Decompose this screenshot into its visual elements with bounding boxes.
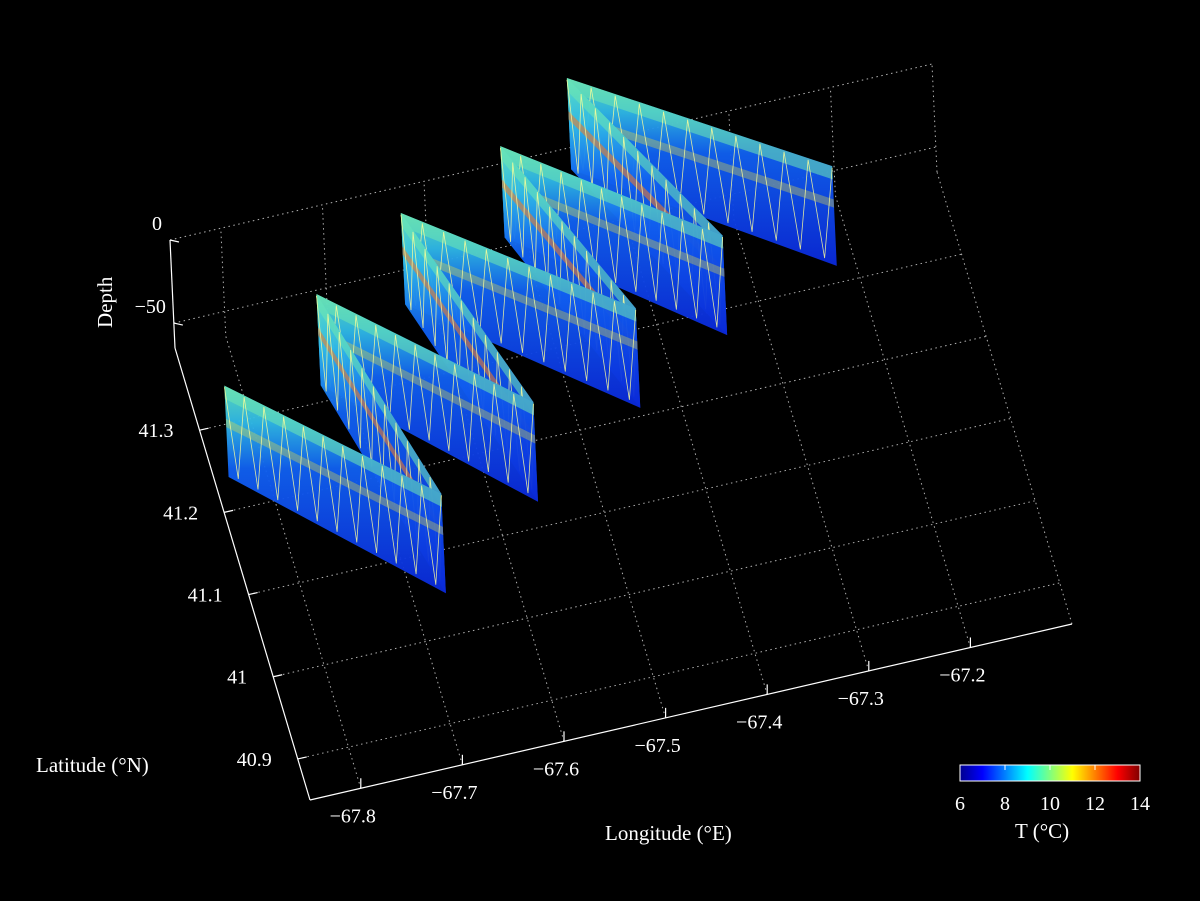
curtain-segment	[566, 78, 837, 266]
grid-line-y	[297, 582, 1060, 760]
y-tick-label: 40.9	[237, 749, 272, 771]
curtain-segment	[224, 385, 446, 594]
curtain-surface-band	[400, 213, 534, 416]
y-axis-label: Latitude (°N)	[36, 753, 149, 777]
colorbar-tick-label: 8	[1000, 793, 1010, 815]
curtain-panel	[224, 385, 446, 594]
curtain-surface-band	[316, 294, 442, 507]
curtain-panel	[566, 78, 837, 266]
colorbar: T (°C) 6 8 10 12 14	[955, 764, 1150, 843]
curtain-surface-band	[400, 213, 637, 322]
curtain-warm-band	[225, 418, 444, 536]
curtain-panel	[316, 294, 538, 502]
axis-labels: Longitude (°E) Latitude (°N) Depth	[36, 276, 732, 845]
curtain-surface-band	[500, 146, 724, 249]
x-tick-label: −67.5	[634, 735, 680, 757]
x-axis-line	[309, 623, 1073, 801]
curtain-warm-band	[318, 327, 536, 444]
colorbar-tick-label: 6	[955, 793, 965, 815]
grid-line-y	[273, 500, 1036, 678]
y-axis-line	[174, 347, 311, 801]
y-tick	[273, 674, 283, 678]
axes: −67.8 −67.7 −67.6 −67.5 −67.4 −67.3 −67.2 40.9 4…	[135, 213, 1073, 827]
y-tick-label: 41.2	[163, 502, 198, 524]
curtain-segment	[400, 213, 641, 408]
glider-path	[566, 79, 833, 259]
y-tick	[199, 427, 209, 431]
colorbar-tick-label: 10	[1040, 793, 1060, 815]
x-tick-label: −67.2	[939, 664, 985, 686]
curtain-surface-band	[316, 294, 534, 416]
curtain-surface-band	[500, 146, 637, 322]
curtain-panel	[500, 146, 728, 336]
colorbar-tick-label: 14	[1130, 793, 1150, 815]
curtain-surface-band	[566, 78, 724, 249]
y-tick-label: 41	[227, 667, 247, 689]
x-tick-label: −67.7	[431, 782, 477, 804]
x-tick-label: −67.8	[330, 805, 376, 827]
curtain-warm-band	[501, 179, 725, 277]
grid-edge	[931, 63, 938, 173]
z-tick-label: 0	[152, 213, 162, 235]
colorbar-tick-label: 12	[1085, 793, 1105, 815]
curtain-panel	[400, 213, 641, 408]
grid-edge	[936, 171, 1073, 625]
curtain-segment	[316, 294, 538, 502]
z-axis-label: Depth	[93, 276, 117, 328]
z-axis-line	[169, 239, 176, 349]
x-tick-label: −67.3	[838, 688, 884, 710]
glider-path	[224, 387, 442, 585]
z-tick	[169, 239, 180, 243]
grid-line-x	[829, 87, 971, 648]
y-tick	[297, 756, 307, 760]
x-tick-label: −67.4	[736, 711, 782, 733]
curtain-segment	[500, 146, 728, 336]
glider-path	[400, 214, 637, 400]
curtain-surface-band	[566, 78, 833, 180]
colorbar-label: T (°C)	[1015, 819, 1069, 843]
glider-path	[500, 147, 723, 328]
y-tick-label: 41.1	[188, 585, 223, 607]
y-tick-label: 41.3	[139, 420, 174, 442]
temperature-curtain	[224, 78, 837, 594]
x-tick-label: −67.6	[533, 758, 579, 780]
x-axis-label: Longitude (°E)	[605, 821, 732, 845]
glider-path	[316, 295, 534, 494]
grid-line-y	[248, 418, 1011, 596]
grid-line-z	[169, 63, 933, 241]
curtain-warm-band	[568, 111, 835, 208]
y-tick	[223, 509, 234, 513]
z-tick	[173, 322, 183, 326]
curtain-warm-band	[402, 246, 638, 350]
curtain-surface-band	[224, 385, 442, 507]
z-tick-label: −50	[135, 296, 166, 318]
y-tick	[248, 591, 258, 596]
